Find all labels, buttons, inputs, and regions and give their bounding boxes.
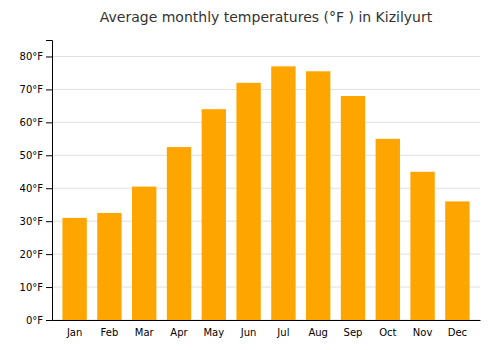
y-axis: 0°F 10°F 20°F 30°F 40°F 50°F 60°F 70°F 80°F: [20, 41, 53, 326]
bar: [132, 187, 156, 320]
grid: [52, 56, 480, 320]
y-tick-mark: [46, 188, 52, 189]
x-tick-label: Aug: [308, 327, 328, 338]
grid-line: [52, 155, 480, 156]
bar: [376, 139, 400, 320]
bar: [306, 71, 330, 320]
grid-line: [52, 89, 480, 90]
y-tick-mark: [46, 320, 52, 321]
y-tick: 60°F: [20, 117, 52, 128]
x-tick: Oct: [379, 327, 396, 338]
y-tick-mark: [46, 155, 52, 156]
x-tick: Nov: [413, 327, 433, 338]
y-tick-mark: [46, 221, 52, 222]
chart: 0°F 10°F 20°F 30°F 40°F 50°F 60°F 70°F 80°F Jan Fe…: [0, 0, 500, 350]
y-tick-mark: [46, 89, 52, 90]
bar: [341, 96, 365, 320]
y-tick-label: 30°F: [20, 216, 44, 227]
y-tick: 70°F: [20, 84, 52, 95]
x-tick: Mar: [135, 327, 155, 338]
y-tick-label: 70°F: [20, 84, 44, 95]
bar: [236, 83, 260, 320]
bar: [97, 213, 121, 320]
y-tick: 0°F: [26, 315, 52, 326]
y-tick-label: 50°F: [20, 150, 44, 161]
x-tick: Dec: [448, 327, 467, 338]
x-tick-label: Sep: [344, 327, 363, 338]
y-tick: 40°F: [20, 183, 52, 194]
x-tick-label: Feb: [101, 327, 119, 338]
y-tick: 80°F: [20, 51, 52, 62]
x-tick-label: Jul: [276, 327, 289, 338]
y-tick-label: 60°F: [20, 117, 44, 128]
axis-line: [46, 41, 53, 321]
y-tick-label: 80°F: [20, 51, 44, 62]
title: Average monthly temperatures (°F ) in Ki…: [100, 9, 433, 25]
x-tick: Aug: [308, 327, 328, 338]
y-tick: 10°F: [20, 282, 52, 293]
x-tick: Feb: [101, 327, 119, 338]
x-tick-label: Mar: [135, 327, 155, 338]
y-tick-label: 20°F: [20, 249, 44, 260]
y-tick-mark: [46, 56, 52, 57]
y-tick: 50°F: [20, 150, 52, 161]
y-tick-label: 10°F: [20, 282, 44, 293]
x-tick: May: [203, 327, 224, 338]
x-tick-label: Oct: [379, 327, 396, 338]
x-tick-label: Nov: [413, 327, 433, 338]
chart-container: 0°F 10°F 20°F 30°F 40°F 50°F 60°F 70°F 80°F Jan Fe…: [0, 0, 500, 350]
y-tick-mark: [46, 254, 52, 255]
x-tick: Sep: [344, 327, 363, 338]
bar: [410, 172, 434, 320]
x-axis: Jan Feb Mar Apr May Jun Jul Aug Sep Oct Nov Dec: [53, 321, 481, 339]
grid-line: [52, 56, 480, 57]
x-tick-label: Apr: [170, 327, 188, 338]
y-tick: 30°F: [20, 216, 52, 227]
x-tick-label: Dec: [448, 327, 467, 338]
x-tick-label: Jan: [66, 327, 82, 338]
bar: [445, 201, 469, 320]
bar: [62, 218, 86, 320]
y-tick-mark: [46, 287, 52, 288]
x-tick-label: May: [203, 327, 224, 338]
x-tick: Jul: [276, 327, 289, 338]
x-tick-label: Jun: [240, 327, 257, 338]
grid-line: [52, 122, 480, 123]
y-tick-label: 40°F: [20, 183, 44, 194]
x-tick: Jan: [66, 327, 82, 338]
bar: [202, 109, 226, 320]
y-tick-label: 0°F: [26, 315, 43, 326]
bar: [271, 66, 295, 320]
axis-line: [53, 320, 481, 321]
x-tick: Apr: [170, 327, 188, 338]
y-tick-mark: [46, 122, 52, 123]
plot-area: [62, 66, 469, 320]
x-tick: Jun: [240, 327, 257, 338]
y-tick: 20°F: [20, 249, 52, 260]
bar: [167, 147, 191, 320]
